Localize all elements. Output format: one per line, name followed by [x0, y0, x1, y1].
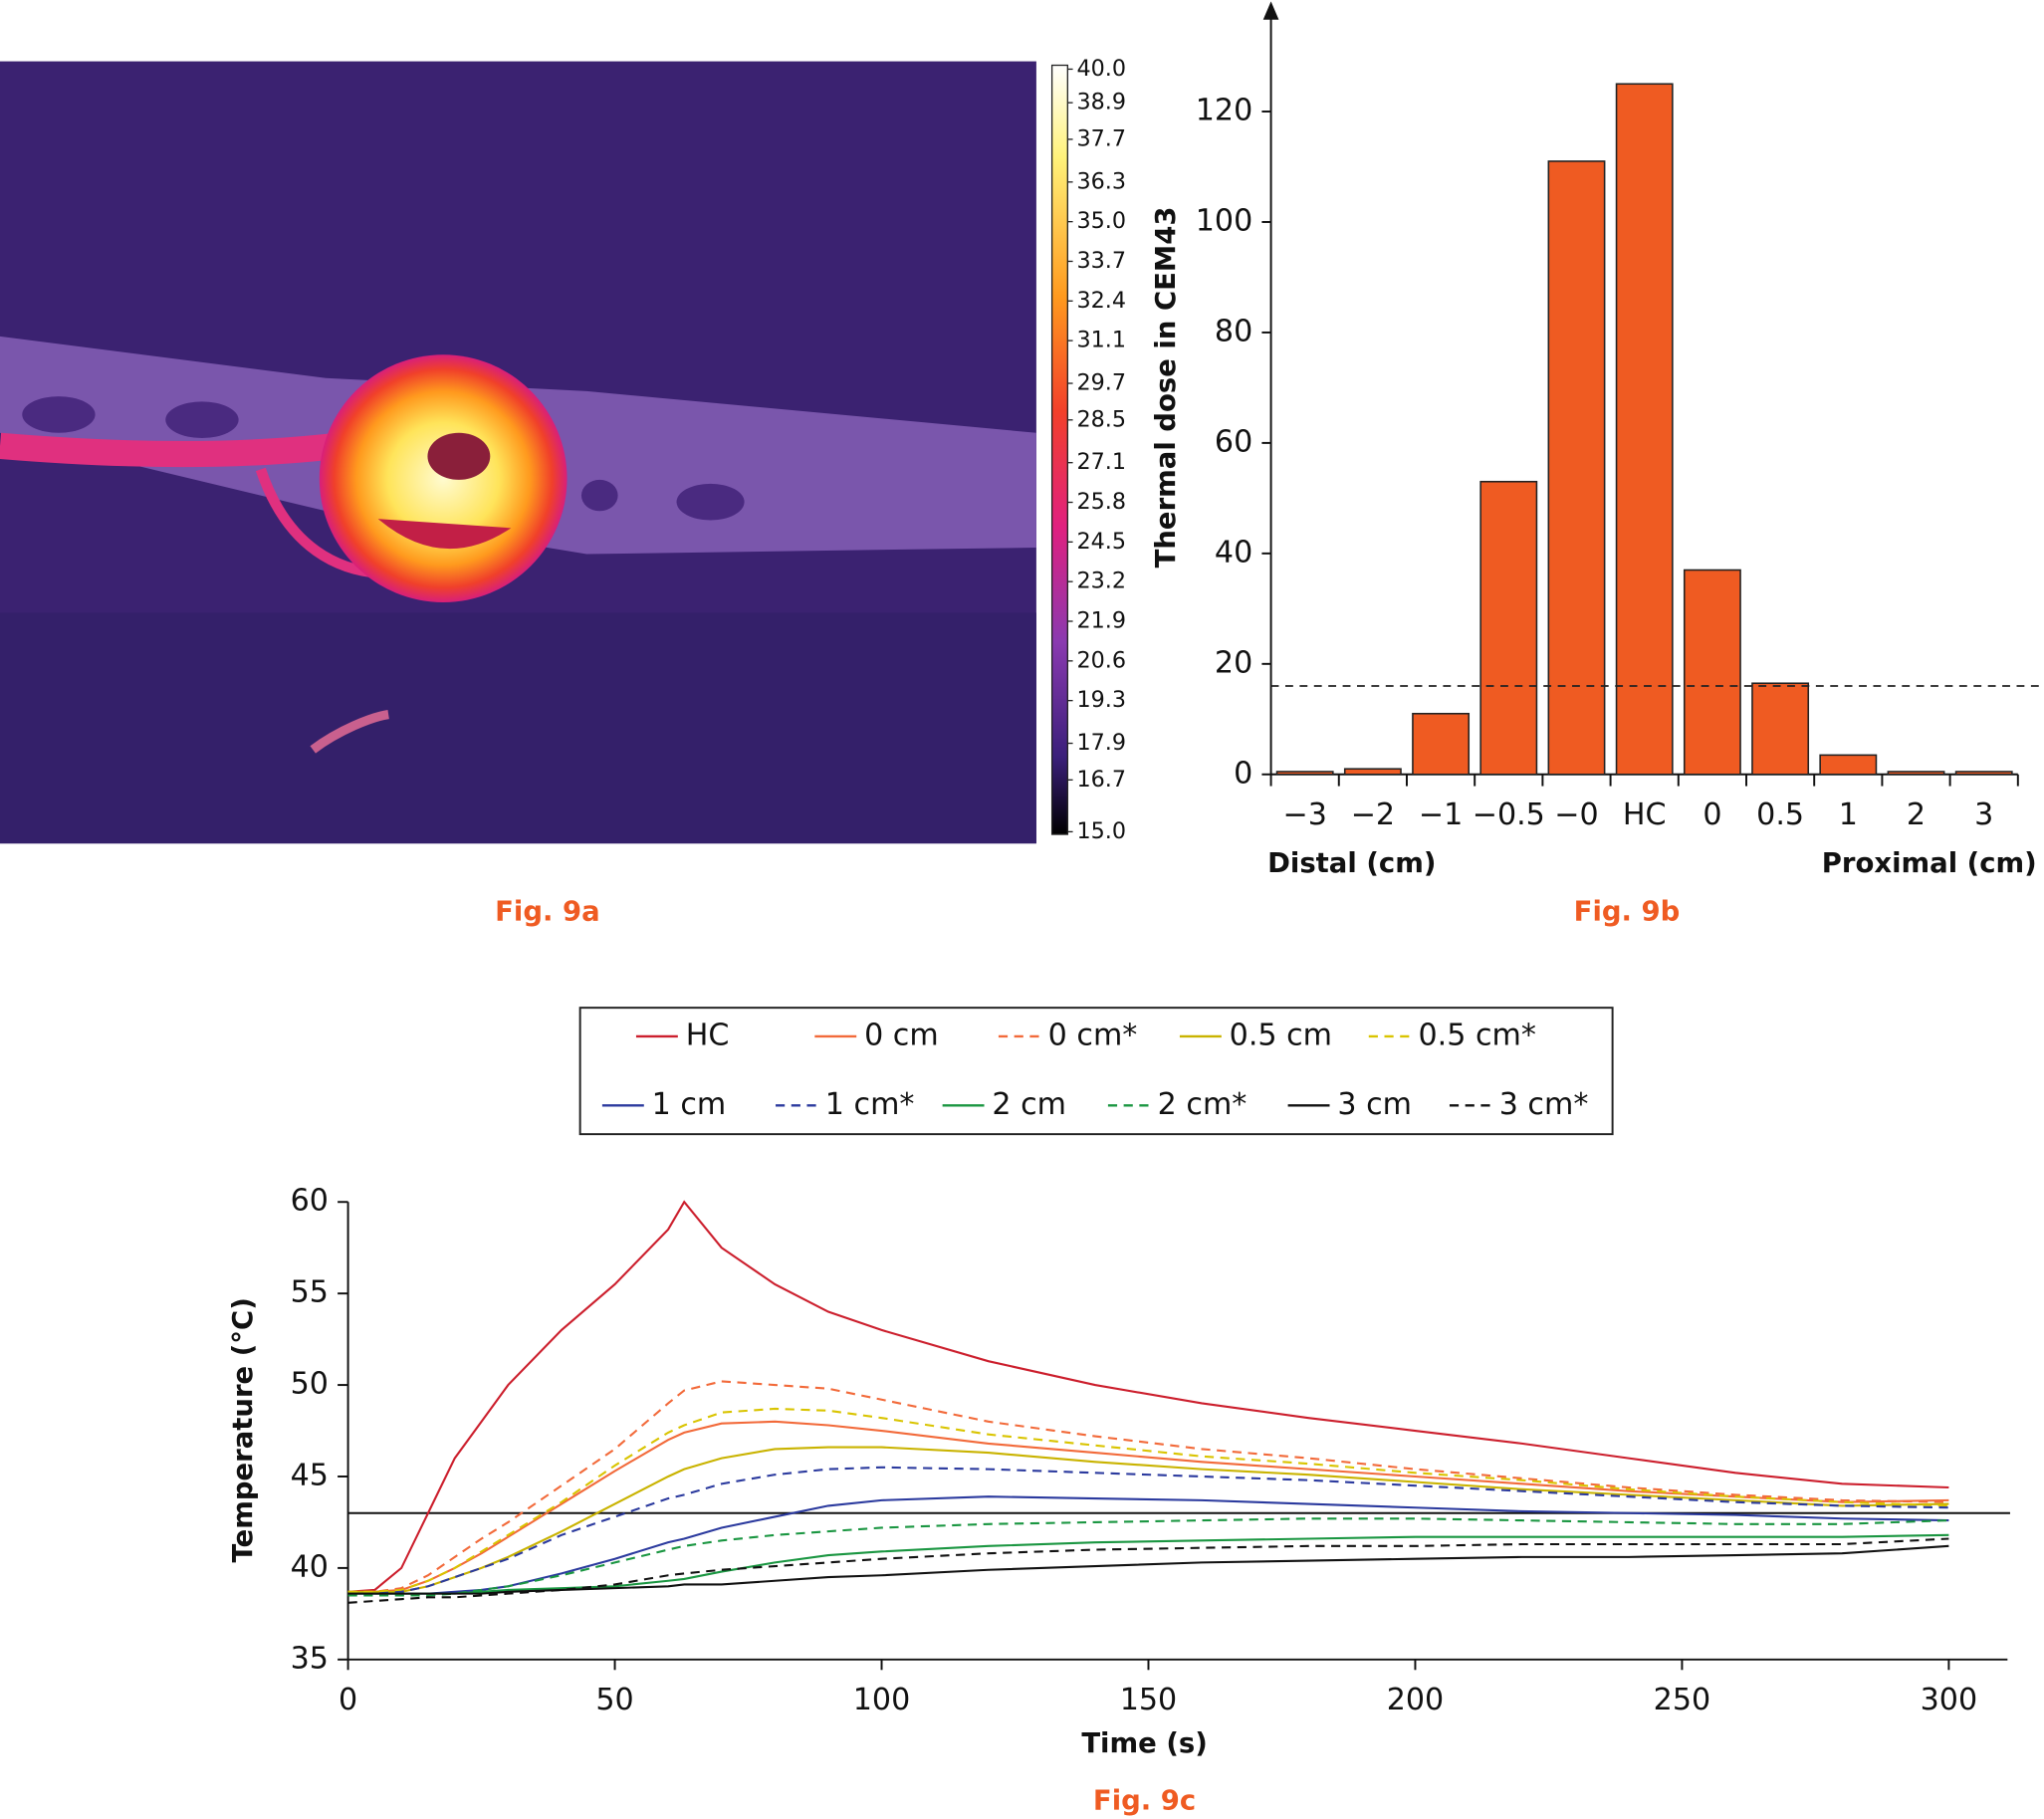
legend-label: 0 cm*	[1048, 1018, 1138, 1052]
series-line	[347, 1200, 1949, 1593]
bar	[1954, 771, 2013, 776]
colorbar-tick-label: 36.3	[1076, 168, 1126, 194]
legend-label: 0.5 cm*	[1419, 1018, 1536, 1052]
colorbar-tick-label: 37.7	[1076, 125, 1126, 151]
x-tick-label: 100	[853, 1683, 910, 1717]
x-tick-label: 0	[339, 1683, 357, 1717]
caption: Fig. 9a	[495, 896, 600, 928]
x-tick-label: −1	[1419, 797, 1463, 832]
y-tick-label: 55	[291, 1275, 329, 1310]
bar	[1887, 771, 1945, 776]
colorbar-tick-label: 29.7	[1076, 370, 1126, 396]
x-tick-label: −3	[1282, 797, 1326, 832]
colorbar-tick-label: 25.8	[1076, 489, 1126, 515]
colorbar-tick-label: 20.6	[1076, 647, 1126, 673]
x-tick-label: 3	[1974, 797, 1993, 832]
legend-label: 1 cm*	[825, 1087, 915, 1122]
x-axis-label: Distal (cm)	[1267, 847, 1436, 879]
legend-box	[578, 1007, 1614, 1136]
legend-label: 0.5 cm	[1230, 1018, 1332, 1052]
bar	[1615, 83, 1674, 776]
x-axis-label: Proximal (cm)	[1822, 847, 2037, 879]
colorbar-tick-label: 24.5	[1076, 529, 1126, 555]
colorbar-tick-label: 17.9	[1076, 730, 1126, 756]
thermal-image	[0, 61, 1036, 844]
bar	[1479, 480, 1538, 776]
colorbar-tick-label: 19.3	[1076, 687, 1126, 713]
y-tick-label: 45	[291, 1458, 329, 1492]
x-tick-label: 1	[1839, 797, 1858, 832]
y-tick-label: 120	[1196, 94, 1252, 128]
colorbar	[1050, 64, 1068, 835]
colorbar-tick-label: 15.0	[1076, 818, 1126, 844]
colorbar-tick-label: 21.9	[1076, 607, 1126, 633]
legend-label: 3 cm	[1337, 1087, 1412, 1122]
x-tick-label: 2	[1907, 797, 1926, 832]
colorbar-tick-label: 35.0	[1076, 208, 1126, 234]
x-tick-label: 250	[1654, 1683, 1710, 1717]
bar	[1683, 568, 1741, 776]
series-line	[347, 1380, 1949, 1593]
colorbar-tick-label: 16.7	[1076, 767, 1126, 793]
legend-label: 1 cm	[652, 1087, 727, 1122]
legend-label: 0 cm	[864, 1018, 939, 1052]
series-line	[347, 1446, 1949, 1593]
bar	[1275, 771, 1334, 776]
x-tick-label: 50	[595, 1683, 633, 1717]
y-tick-label: 20	[1215, 645, 1252, 680]
x-tick-label: −0	[1554, 797, 1598, 832]
colorbar-tick-label: 31.1	[1076, 328, 1126, 353]
y-tick-label: 35	[291, 1641, 329, 1676]
colorbar-tick-label: 28.5	[1076, 406, 1126, 432]
legend-label: HC	[686, 1018, 730, 1052]
caption: Fig. 9b	[1574, 896, 1681, 928]
y-tick-label: 40	[1215, 535, 1252, 569]
x-tick-label: HC	[1623, 797, 1667, 832]
bar	[1819, 754, 1878, 776]
colorbar-tick-label: 27.1	[1076, 449, 1126, 475]
colorbar-tick-label: 40.0	[1076, 56, 1126, 82]
x-tick-label: 200	[1387, 1683, 1444, 1717]
x-axis-label: Time (s)	[1081, 1727, 1208, 1759]
x-tick-label: 0.5	[1756, 797, 1804, 832]
bar	[1412, 712, 1471, 776]
y-tick-label: 60	[291, 1184, 329, 1219]
legend-label: 2 cm*	[1158, 1087, 1248, 1122]
x-tick-label: 150	[1120, 1683, 1177, 1717]
x-tick-label: −0.5	[1473, 797, 1545, 832]
caption: Fig. 9c	[1093, 1785, 1196, 1817]
y-tick-label: 100	[1196, 203, 1252, 238]
series-line	[347, 1495, 1949, 1595]
y-axis-label: Temperature (°C)	[227, 1297, 259, 1562]
colorbar-tick-label: 32.4	[1076, 288, 1126, 314]
legend-label: 2 cm	[992, 1087, 1066, 1122]
series-line	[347, 1537, 1949, 1604]
bar	[1751, 682, 1810, 776]
y-tick-label: 0	[1234, 756, 1252, 791]
colorbar-tick-label: 38.9	[1076, 90, 1126, 115]
series-line	[347, 1466, 1949, 1595]
y-tick-label: 60	[1215, 424, 1252, 459]
axis-arrow	[1262, 1, 1279, 20]
series-line	[347, 1407, 1949, 1593]
y-tick-label: 80	[1215, 314, 1252, 348]
y-tick-label: 40	[291, 1549, 329, 1584]
series-line	[347, 1517, 1949, 1597]
y-axis-label: Thermal dose in CEM43	[1150, 206, 1182, 568]
series-line	[347, 1544, 1949, 1595]
legend-label: 3 cm*	[1499, 1087, 1589, 1122]
x-tick-label: −2	[1351, 797, 1395, 832]
x-tick-label: 300	[1921, 1683, 1977, 1717]
bar	[1343, 768, 1402, 776]
colorbar-tick-label: 23.2	[1076, 568, 1126, 594]
colorbar-tick-label: 33.7	[1076, 248, 1126, 274]
y-tick-label: 50	[291, 1367, 329, 1402]
bar	[1547, 160, 1606, 776]
x-tick-label: 0	[1703, 797, 1721, 832]
